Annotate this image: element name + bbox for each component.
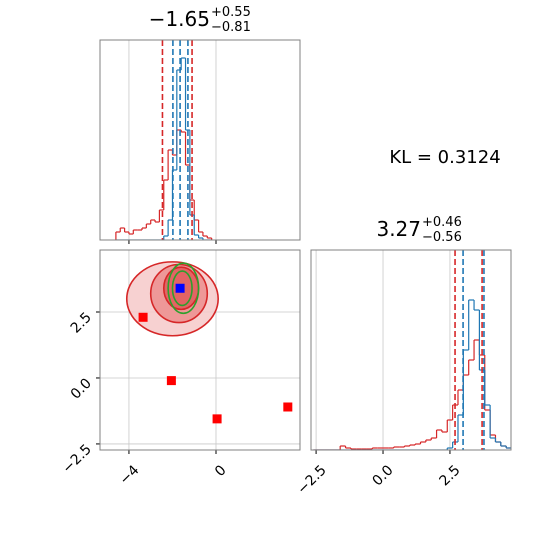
point: [175, 283, 185, 293]
point: [166, 376, 176, 386]
x-tick-label: −2.5: [294, 462, 329, 497]
y-tick-label: 0.0: [68, 375, 95, 402]
point: [212, 414, 222, 424]
point: [138, 312, 148, 322]
contour: [167, 262, 200, 315]
y-tick-label: 2.5: [68, 310, 95, 337]
plot-area: [115, 40, 217, 240]
x-tick-label: 0: [212, 462, 230, 480]
plot-area: [100, 250, 300, 450]
title-lower: −0.81: [211, 20, 251, 35]
panel-frame: [99, 39, 301, 241]
contour: [171, 270, 193, 307]
point: [283, 402, 293, 412]
x-tick-label: 2.5: [437, 462, 464, 489]
plot-area: [313, 250, 511, 450]
x-tick-label: −4: [117, 462, 143, 488]
title-upper: +0.55: [211, 5, 251, 20]
x-tick-label: 0.0: [370, 462, 397, 489]
title-upper: +0.46: [422, 215, 462, 230]
kl-annotation: KL = 0.3124: [389, 147, 500, 168]
title-value: −1.65: [149, 7, 210, 31]
title-value: 3.27: [376, 217, 421, 241]
panel-frame: [310, 249, 512, 451]
panel-frame: [99, 249, 301, 451]
title-lower: −0.56: [422, 230, 462, 245]
y-tick-label: −2.5: [59, 441, 94, 476]
